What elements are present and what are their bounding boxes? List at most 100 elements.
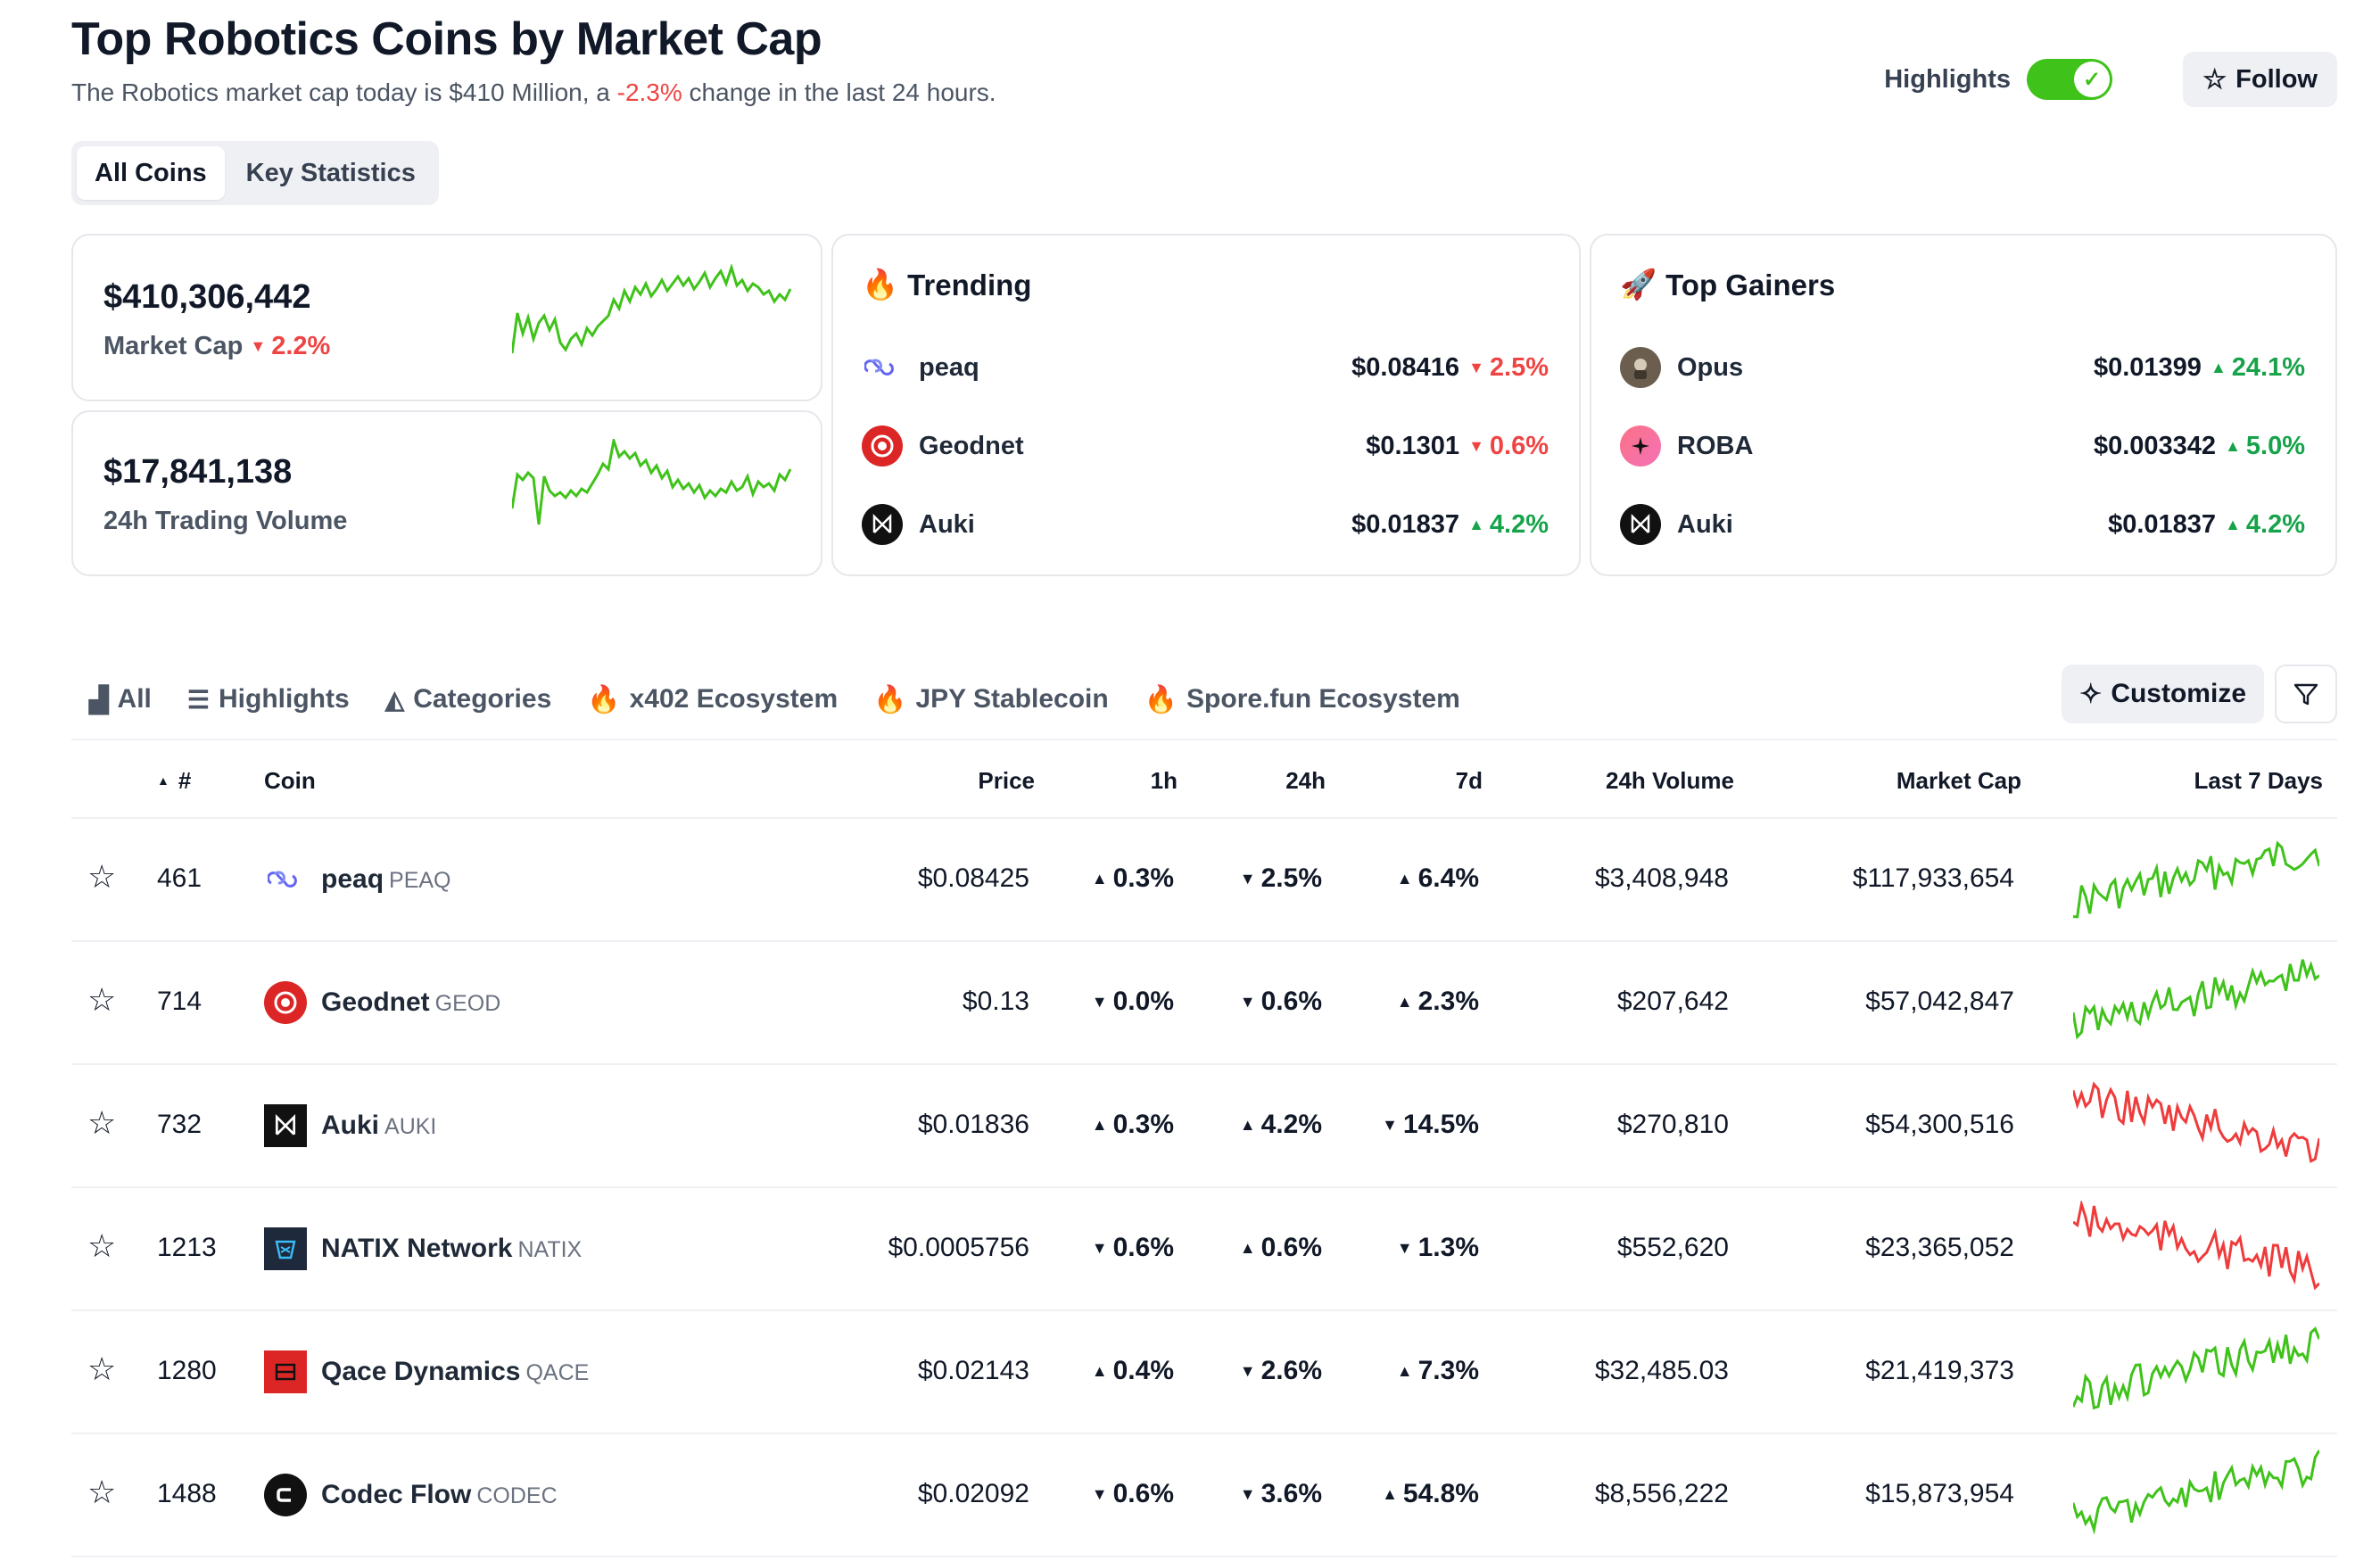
bar-chart-icon: ▟ bbox=[89, 685, 109, 714]
gainer-item-roba[interactable]: ROBA $0.003342 ▲ 5.0% bbox=[1620, 423, 2305, 469]
caret-up-icon: ▲ bbox=[1396, 993, 1413, 1011]
column-price[interactable]: Price bbox=[978, 767, 1035, 794]
column-1h[interactable]: 1h bbox=[1150, 767, 1178, 794]
tab-categories[interactable]: ◭ Categories bbox=[368, 659, 570, 739]
change-1h: ▲ 0.3% bbox=[1092, 863, 1174, 894]
follow-button[interactable]: ☆ Follow bbox=[2183, 52, 2337, 107]
star-icon[interactable]: ☆ bbox=[87, 1227, 117, 1264]
coin-price: $0.08425 bbox=[917, 863, 1029, 893]
qace-icon bbox=[264, 1350, 307, 1393]
market-cap-value: $410,306,442 bbox=[103, 278, 311, 316]
coin-rank: 461 bbox=[157, 863, 202, 893]
column-rank[interactable]: ▲ # bbox=[157, 767, 191, 795]
coin-link[interactable]: peaq PEAQ bbox=[264, 858, 451, 901]
coin-link[interactable]: Qace Dynamics QACE bbox=[264, 1350, 589, 1393]
coin-volume: $32,485.03 bbox=[1594, 1356, 1729, 1385]
table-row[interactable]: ☆ 732 Auki AUKI $0.01836 ▲ 0.3% ▲ 4.2% ▼ 14.5% $270… bbox=[71, 1065, 2337, 1188]
tab-label: JPY Stablecoin bbox=[915, 684, 1109, 714]
caret-down-icon: ▼ bbox=[1091, 993, 1108, 1011]
change-24h: ▼ 2.5% bbox=[1240, 863, 1322, 894]
trending-item-geodnet[interactable]: Geodnet $0.1301 ▼ 0.6% bbox=[862, 423, 1549, 469]
fire-icon: 🔥 bbox=[587, 684, 621, 714]
gainer-item-opus[interactable]: Opus $0.01399 ▲ 24.1% bbox=[1620, 344, 2305, 391]
column-coin[interactable]: Coin bbox=[264, 767, 316, 794]
peaq-icon bbox=[264, 858, 307, 901]
change-1h-value: 0.0% bbox=[1112, 987, 1174, 1016]
trending-item-auki[interactable]: Auki $0.01837 ▲ 4.2% bbox=[862, 501, 1549, 548]
caret-up-icon: ▲ bbox=[1239, 1116, 1256, 1134]
table-row[interactable]: ☆ 1213 NATIX Network NATIX $0.0005756 ▼ 0.6% ▲ 0… bbox=[71, 1188, 2337, 1311]
coin-price: $0.02143 bbox=[917, 1356, 1029, 1385]
tab-highlights[interactable]: ☰ Highlights bbox=[169, 659, 368, 739]
star-icon[interactable]: ☆ bbox=[87, 981, 117, 1018]
market-cap-change: 2.2% bbox=[271, 332, 331, 360]
table-row[interactable]: ☆ 1280 Qace Dynamics QACE $0.02143 ▲ 0.4% ▼ 2.6%… bbox=[71, 1311, 2337, 1434]
coin-price: $0.01837 bbox=[2108, 509, 2217, 539]
coin-volume: $207,642 bbox=[1616, 987, 1729, 1016]
coin-volume: $3,408,948 bbox=[1594, 863, 1729, 893]
tab-key-statistics[interactable]: Key Statistics bbox=[245, 158, 416, 187]
coin-rank: 732 bbox=[157, 1110, 202, 1139]
caret-up-icon: ▲ bbox=[1468, 515, 1484, 533]
market-cap-sparkline bbox=[512, 264, 792, 354]
sparkline-7d bbox=[2073, 1081, 2319, 1163]
coin-price: $0.01399 bbox=[2093, 352, 2202, 382]
tab-x402-ecosystem[interactable]: 🔥 x402 Ecosystem bbox=[569, 659, 855, 739]
tab-label: All bbox=[117, 684, 152, 714]
tab-jpy-stablecoin[interactable]: 🔥 JPY Stablecoin bbox=[855, 659, 1127, 739]
filter-button[interactable] bbox=[2275, 665, 2337, 723]
table-row[interactable]: ☆ 714 Geodnet GEOD $0.13 ▼ 0.0% ▼ 0.6% ▲ 2.3% $207,… bbox=[71, 942, 2337, 1065]
change-1h-value: 0.4% bbox=[1112, 1356, 1174, 1385]
tab-all[interactable]: ▟ All bbox=[71, 659, 169, 739]
caret-down-icon: ▼ bbox=[1382, 1116, 1398, 1134]
tab-all-coins[interactable]: All Coins bbox=[77, 146, 225, 200]
star-icon[interactable]: ☆ bbox=[87, 1474, 117, 1510]
table-row[interactable]: ☆ 461 peaq PEAQ $0.08425 ▲ 0.3% ▼ 2.5% ▲ 6.4% $3,40… bbox=[71, 819, 2337, 942]
column-24h[interactable]: 24h bbox=[1285, 767, 1326, 794]
change-24h-value: 4.2% bbox=[1260, 1110, 1322, 1139]
coin-price: $0.1301 bbox=[1366, 431, 1460, 460]
change-24h: ▼ 2.6% bbox=[1240, 1356, 1322, 1386]
coin-link[interactable]: Codec Flow CODEC bbox=[264, 1474, 558, 1516]
page-subtitle: The Robotics market cap today is $410 Mi… bbox=[71, 78, 996, 107]
star-icon[interactable]: ☆ bbox=[87, 1104, 117, 1141]
star-icon[interactable]: ☆ bbox=[87, 858, 117, 895]
caret-down-icon: ▼ bbox=[1239, 1362, 1256, 1380]
customize-button[interactable]: ✧ Customize bbox=[2062, 665, 2264, 723]
caret-up-icon: ▲ bbox=[1239, 1239, 1256, 1257]
volume-card: $17,841,138 24h Trading Volume bbox=[71, 410, 822, 576]
view-switcher: All Coins Key Statistics bbox=[71, 141, 439, 205]
change-1h: ▼ 0.6% bbox=[1092, 1479, 1174, 1509]
star-icon[interactable]: ☆ bbox=[87, 1350, 117, 1387]
coin-link[interactable]: Geodnet GEOD bbox=[264, 981, 500, 1024]
sparkline-7d bbox=[2073, 1326, 2319, 1410]
codec-icon bbox=[264, 1474, 307, 1516]
coin-link[interactable]: Auki AUKI bbox=[264, 1104, 436, 1147]
change-7d: ▲ 2.3% bbox=[1397, 987, 1479, 1017]
coin-change: 0.6% bbox=[1489, 431, 1549, 460]
gainer-item-auki[interactable]: Auki $0.01837 ▲ 4.2% bbox=[1620, 501, 2305, 548]
trending-item-peaq[interactable]: peaq $0.08416 ▼ 2.5% bbox=[862, 344, 1549, 391]
geodnet-icon bbox=[862, 425, 903, 467]
highlights-toggle[interactable]: ✓ bbox=[2027, 59, 2112, 100]
sparkline-7d bbox=[2073, 840, 2319, 919]
opus-icon bbox=[1620, 347, 1661, 388]
caret-up-icon: ▲ bbox=[1396, 1362, 1413, 1380]
top-gainers-title-text: Top Gainers bbox=[1665, 268, 1836, 301]
coin-link[interactable]: NATIX Network NATIX bbox=[264, 1227, 582, 1270]
coin-volume: $270,810 bbox=[1616, 1110, 1729, 1139]
table-row[interactable]: ☆ 1488 Codec Flow CODEC $0.02092 ▼ 0.6% ▼ 3.6% ▲ 5… bbox=[71, 1434, 2337, 1557]
coin-price: $0.01837 bbox=[1351, 509, 1460, 539]
column-volume[interactable]: 24h Volume bbox=[1605, 767, 1734, 794]
tab-spore-fun-ecosystem[interactable]: 🔥 Spore.fun Ecosystem bbox=[1127, 659, 1478, 739]
caret-down-icon: ▼ bbox=[1091, 1239, 1108, 1257]
column-7d[interactable]: 7d bbox=[1455, 767, 1483, 794]
volume-label: 24h Trading Volume bbox=[103, 507, 348, 535]
column-market-cap[interactable]: Market Cap bbox=[1896, 767, 2021, 794]
coin-market-cap: $21,419,373 bbox=[1865, 1356, 2014, 1385]
volume-value: $17,841,138 bbox=[103, 453, 293, 491]
coin-name: Auki bbox=[321, 1111, 380, 1140]
coin-market-cap: $57,042,847 bbox=[1865, 987, 2014, 1016]
caret-up-icon: ▲ bbox=[1396, 870, 1413, 888]
volume-sparkline bbox=[512, 439, 792, 525]
